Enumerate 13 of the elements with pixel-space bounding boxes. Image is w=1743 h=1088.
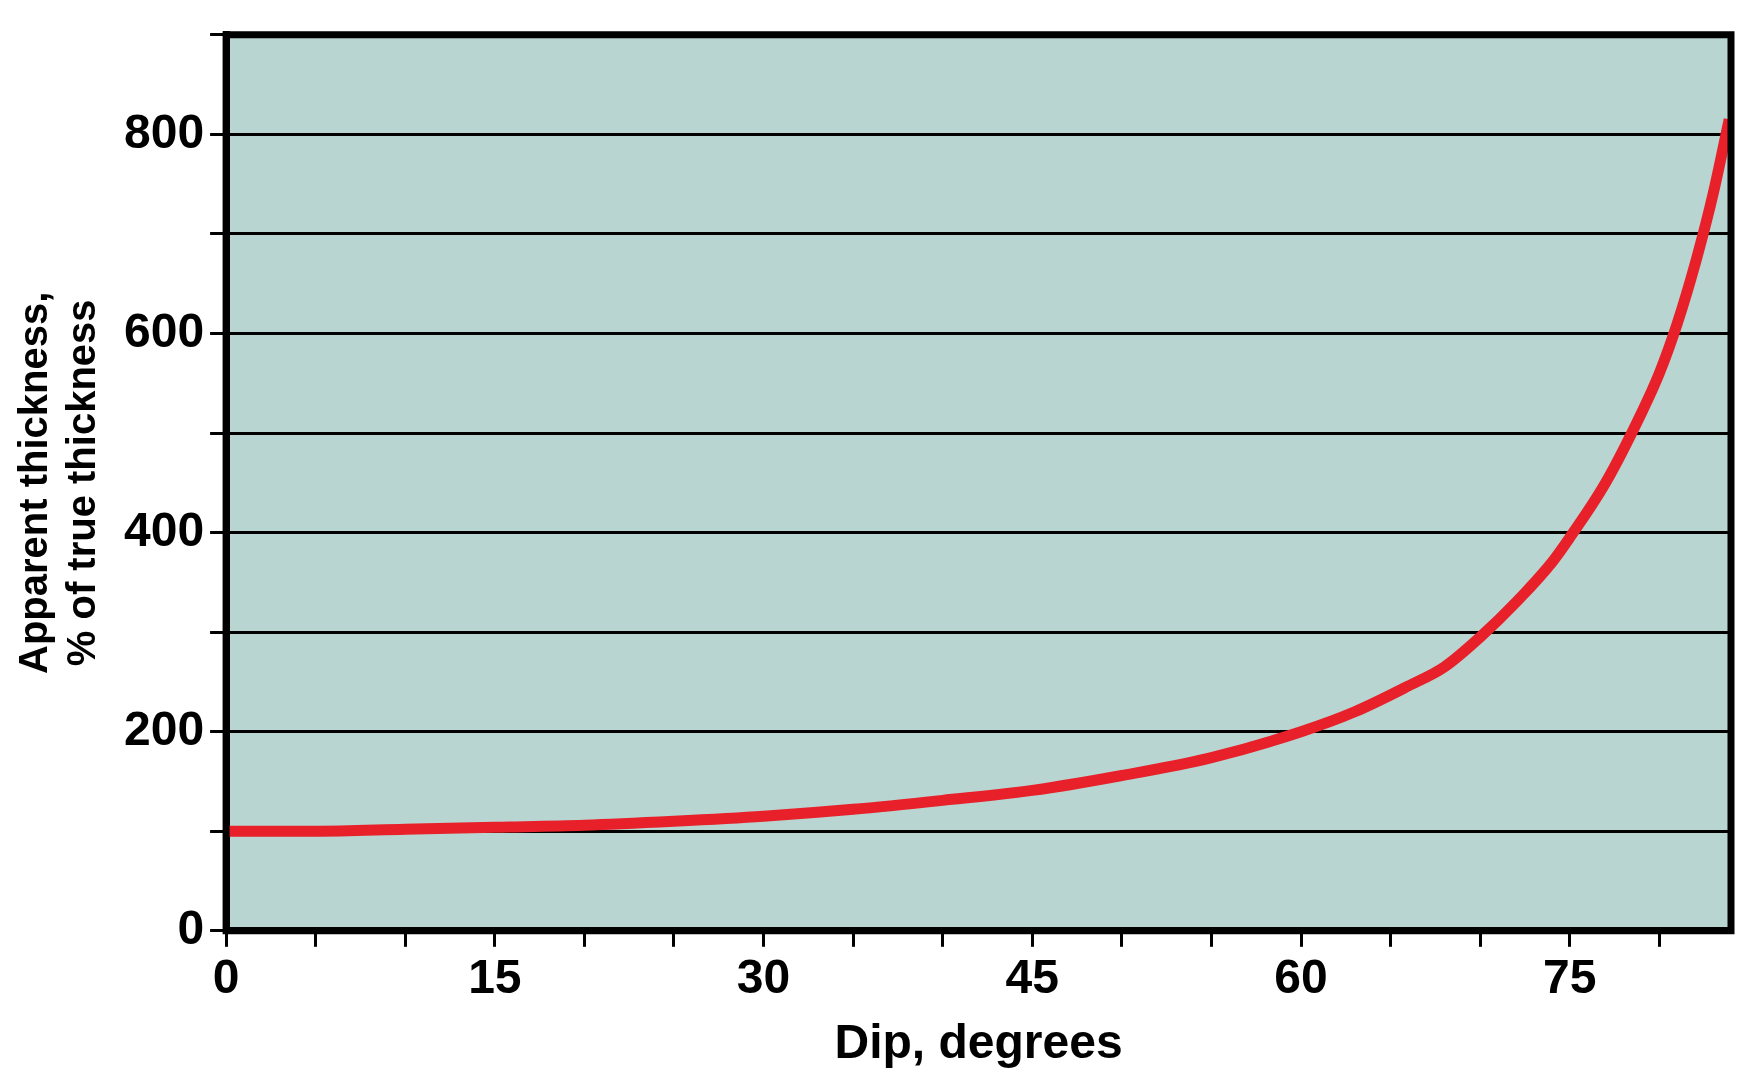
x-tick-label: 30 — [736, 949, 791, 1003]
y-tick-label: 0 — [177, 901, 205, 955]
y-tick-label: 400 — [123, 502, 205, 556]
x-axis-title: Dip, degrees — [834, 1015, 1123, 1069]
x-tick-label: 60 — [1274, 949, 1328, 1003]
x-tick-label: 75 — [1543, 949, 1597, 1003]
y-tick-label: 600 — [123, 303, 205, 357]
y-tick-label: 800 — [123, 104, 205, 158]
y-axis-title: Apparent thickness, % of true thickness — [11, 291, 104, 674]
x-tick-label: 45 — [1005, 949, 1059, 1003]
x-tick-label: 15 — [468, 949, 522, 1003]
y-tick-label: 200 — [123, 701, 205, 755]
x-tick-label: 0 — [212, 949, 240, 1003]
